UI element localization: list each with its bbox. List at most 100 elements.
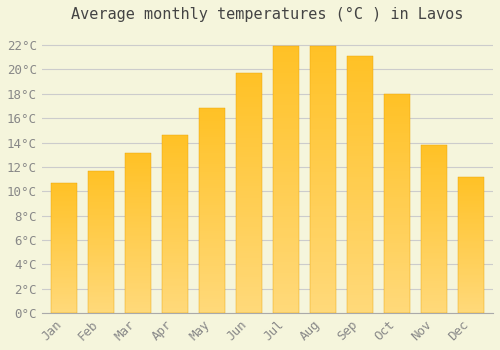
Bar [273,92,299,94]
Bar [310,257,336,260]
Bar [384,302,410,304]
Bar [88,236,114,238]
Bar [273,228,299,230]
Bar [458,203,484,204]
Bar [88,260,114,262]
Bar [384,103,410,105]
Bar [273,294,299,297]
Bar [273,166,299,169]
Bar [458,218,484,219]
Bar [88,240,114,242]
Bar [236,265,262,267]
Bar [421,310,447,312]
Bar [310,273,336,276]
Bar [384,293,410,295]
Bar [310,108,336,110]
Bar [236,188,262,191]
Bar [458,279,484,280]
Bar [273,222,299,225]
Bar [162,135,188,313]
Bar [384,170,410,173]
Bar [347,213,373,215]
Bar [125,265,151,267]
Bar [273,73,299,76]
Bar [384,217,410,219]
Bar [310,169,336,171]
Bar [458,233,484,234]
Bar [347,82,373,84]
Bar [88,201,114,202]
Bar [162,135,188,137]
Bar [384,287,410,289]
Bar [421,237,447,239]
Bar [162,294,188,295]
Bar [88,232,114,233]
Bar [273,297,299,300]
Bar [273,116,299,118]
Bar [347,164,373,167]
Bar [273,142,299,145]
Bar [347,293,373,295]
Bar [347,264,373,267]
Bar [347,172,373,174]
Bar [199,149,225,152]
Bar [273,278,299,281]
Bar [162,253,188,254]
Bar [162,187,188,189]
Bar [236,246,262,248]
Bar [236,289,262,292]
Bar [273,126,299,129]
Bar [384,162,410,164]
Bar [384,182,410,184]
Bar [162,231,188,233]
Bar [162,169,188,171]
Bar [125,264,151,265]
Bar [458,265,484,267]
Bar [421,219,447,220]
Bar [421,273,447,274]
Bar [347,200,373,203]
Bar [199,153,225,155]
Bar [421,283,447,285]
Bar [162,183,188,185]
Bar [421,168,447,170]
Bar [199,246,225,247]
Bar [125,275,151,276]
Bar [125,217,151,219]
Bar [162,247,188,249]
Bar [421,279,447,281]
Bar [273,281,299,284]
Bar [51,310,77,312]
Bar [88,212,114,213]
Bar [310,97,336,100]
Bar [421,243,447,244]
Bar [458,215,484,216]
Bar [125,294,151,295]
Bar [384,151,410,153]
Bar [384,252,410,254]
Bar [88,275,114,276]
Bar [347,287,373,290]
Bar [125,262,151,264]
Bar [88,250,114,252]
Bar [51,230,77,231]
Bar [310,68,336,70]
Bar [162,238,188,240]
Bar [199,264,225,266]
Bar [51,273,77,274]
Bar [88,185,114,186]
Bar [199,206,225,209]
Bar [347,133,373,136]
Bar [51,289,77,291]
Bar [347,79,373,82]
Bar [421,180,447,182]
Bar [236,78,262,80]
Bar [51,198,77,200]
Bar [458,220,484,222]
Bar [125,299,151,300]
Bar [273,230,299,233]
Bar [310,238,336,241]
Bar [162,197,188,199]
Bar [384,140,410,142]
Bar [458,216,484,218]
